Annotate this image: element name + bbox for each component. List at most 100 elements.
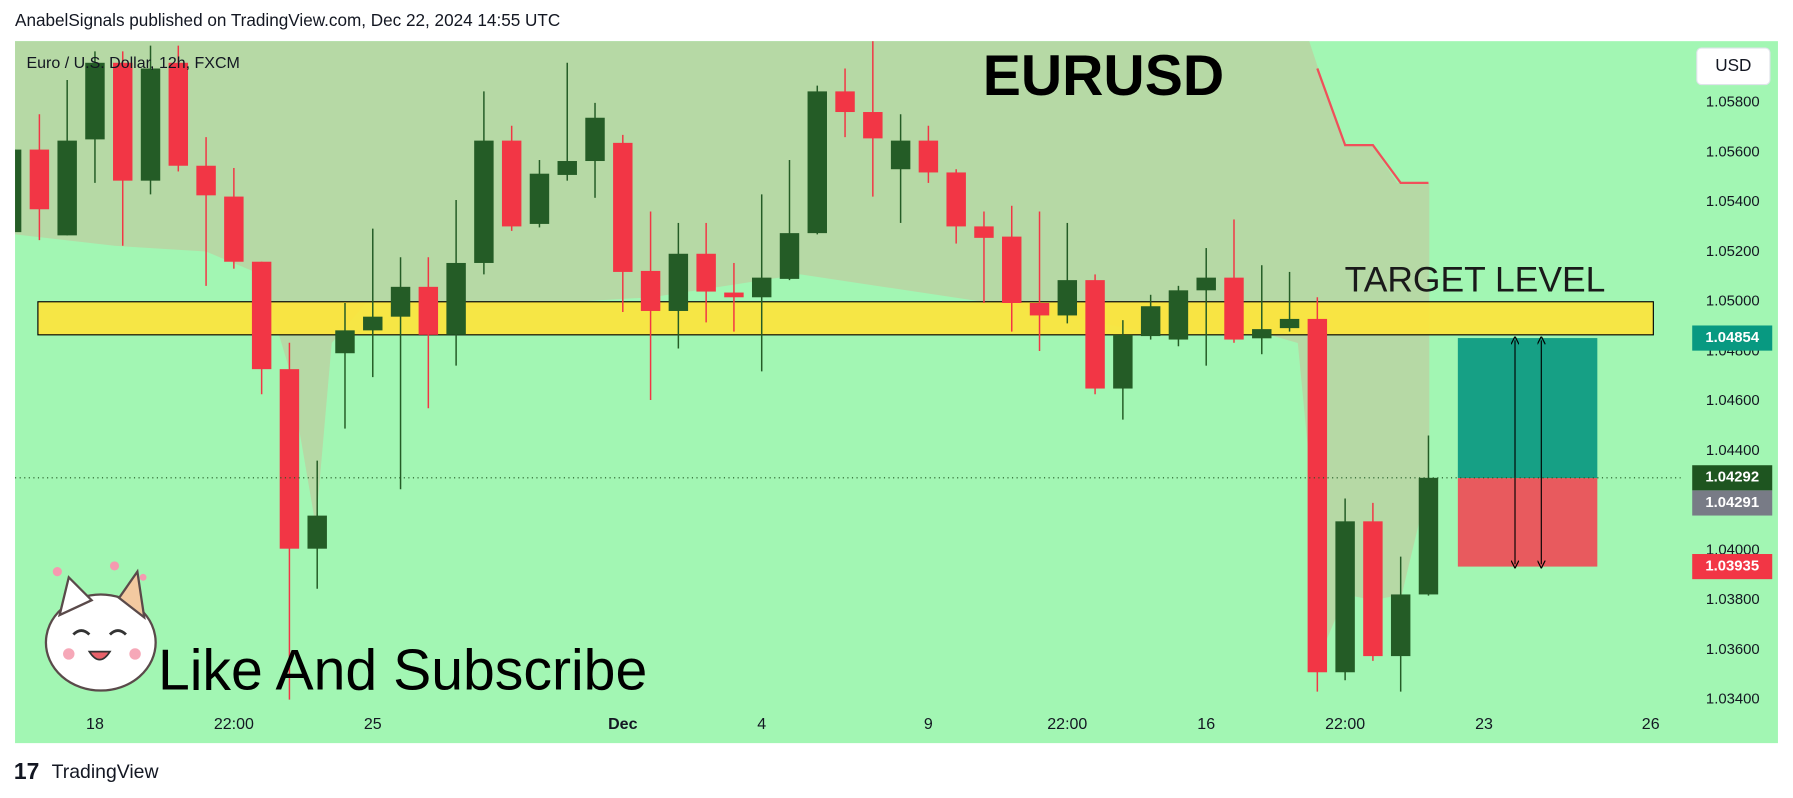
shaded-region xyxy=(15,41,1430,641)
y-tick-label: 1.05600 xyxy=(1706,144,1760,160)
logo-mark: 17 xyxy=(14,758,39,784)
candle-body xyxy=(418,286,439,335)
x-tick-label: 9 xyxy=(924,716,933,733)
candle-body xyxy=(529,173,550,224)
candle-body xyxy=(29,149,50,210)
price-tag-label: 1.04292 xyxy=(1705,470,1759,486)
y-tick-label: 1.04600 xyxy=(1706,393,1760,409)
candle-body xyxy=(224,196,244,262)
candle-body xyxy=(890,140,911,170)
price-tag xyxy=(1692,325,1773,351)
y-tick-label: 1.05800 xyxy=(1706,95,1760,111)
candle-body xyxy=(1085,280,1105,389)
y-tick-label: 1.03400 xyxy=(1706,692,1760,708)
sticker xyxy=(44,561,157,692)
y-tick-label: 1.03600 xyxy=(1706,642,1760,658)
candle-body xyxy=(807,91,827,234)
profit-zone xyxy=(1457,338,1598,479)
candle-body xyxy=(946,172,966,227)
x-tick-label: 23 xyxy=(1475,716,1493,733)
candle-body xyxy=(557,161,577,175)
candle-body xyxy=(1279,318,1300,329)
candle-body xyxy=(779,233,800,279)
candle-body xyxy=(474,140,494,263)
x-tick-label: 18 xyxy=(86,716,104,733)
x-tick-label: Dec xyxy=(608,716,637,733)
brand: TradingView xyxy=(52,761,160,783)
candle-body xyxy=(1252,329,1272,339)
loss-zone xyxy=(1457,478,1598,567)
candle-body xyxy=(446,262,466,335)
currency: USD xyxy=(1715,55,1751,75)
price-tag xyxy=(1692,490,1773,516)
candle-body xyxy=(1002,236,1022,304)
candle-body xyxy=(140,68,161,181)
y-tick-label: 1.05400 xyxy=(1706,194,1760,210)
candle-body xyxy=(1168,290,1189,340)
candle-body xyxy=(1418,477,1439,595)
x-tick-label: 22:00 xyxy=(1325,716,1365,733)
candle-body xyxy=(390,286,411,317)
candle-body xyxy=(863,112,883,139)
candle-body xyxy=(918,140,939,173)
indicator-line xyxy=(1316,68,1429,185)
candle-body xyxy=(501,140,522,227)
candle-body xyxy=(1307,318,1328,673)
subscribe-text: Like And Subscribe xyxy=(158,639,647,703)
price-tag xyxy=(1692,465,1773,491)
candle-body xyxy=(668,253,689,311)
candle-body xyxy=(724,292,744,298)
candle-body xyxy=(974,226,994,238)
candle-body xyxy=(363,316,383,331)
y-tick-label: 1.05200 xyxy=(1706,244,1760,260)
candle-body xyxy=(1029,303,1050,316)
candle-body xyxy=(585,117,605,162)
plot xyxy=(15,41,1681,700)
x-tick-label: 4 xyxy=(757,716,766,733)
candle-body xyxy=(113,62,133,181)
price-tag-label: 1.04291 xyxy=(1705,495,1759,511)
candle-body xyxy=(279,369,300,549)
x-tick-label: 22:00 xyxy=(214,716,254,733)
price-tag-label: 1.04854 xyxy=(1705,330,1759,346)
currency-button[interactable] xyxy=(1696,47,1771,86)
candle-body xyxy=(57,140,77,236)
price-tag-label: 1.03935 xyxy=(1705,559,1759,575)
candle-body xyxy=(251,261,272,370)
x-tick-label: 25 xyxy=(364,716,382,733)
candle-body xyxy=(1335,521,1355,673)
y-tick-label: 1.05000 xyxy=(1706,294,1760,310)
y-tick-label: 1.03800 xyxy=(1706,592,1760,608)
candle-body xyxy=(196,165,216,196)
target-zone xyxy=(37,301,1654,336)
candle-body xyxy=(613,142,633,272)
candle-body xyxy=(1224,277,1244,340)
candle-body xyxy=(15,149,22,233)
candle-body xyxy=(1390,594,1411,657)
axes: 1.034001.036001.038001.040001.042001.044… xyxy=(86,95,1773,733)
candle-body xyxy=(1196,277,1216,291)
candle-body xyxy=(1140,306,1161,337)
candle-body xyxy=(1057,280,1078,316)
candle-body xyxy=(751,277,772,298)
y-tick-label: 1.04400 xyxy=(1706,443,1760,459)
x-tick-label: 16 xyxy=(1197,716,1215,733)
candle-body xyxy=(1363,521,1383,657)
x-tick-label: 22:00 xyxy=(1047,716,1087,733)
candle-body xyxy=(640,270,661,311)
candle-body xyxy=(835,91,855,113)
publisher: AnabelSignals published on TradingView.c… xyxy=(15,10,560,30)
chart-title: EURUSD xyxy=(983,44,1224,108)
candle-body xyxy=(307,515,327,549)
symbol: Euro / U.S. Dollar, 12h, FXCM xyxy=(26,55,239,72)
zone-label: TARGET LEVEL xyxy=(1345,260,1606,300)
price-tag xyxy=(1692,554,1773,580)
candle-body xyxy=(696,253,716,292)
candle-body xyxy=(168,62,189,166)
candle-body xyxy=(1113,334,1133,389)
candle-body xyxy=(335,330,355,354)
x-tick-label: 26 xyxy=(1642,716,1660,733)
candle-body xyxy=(85,62,105,140)
